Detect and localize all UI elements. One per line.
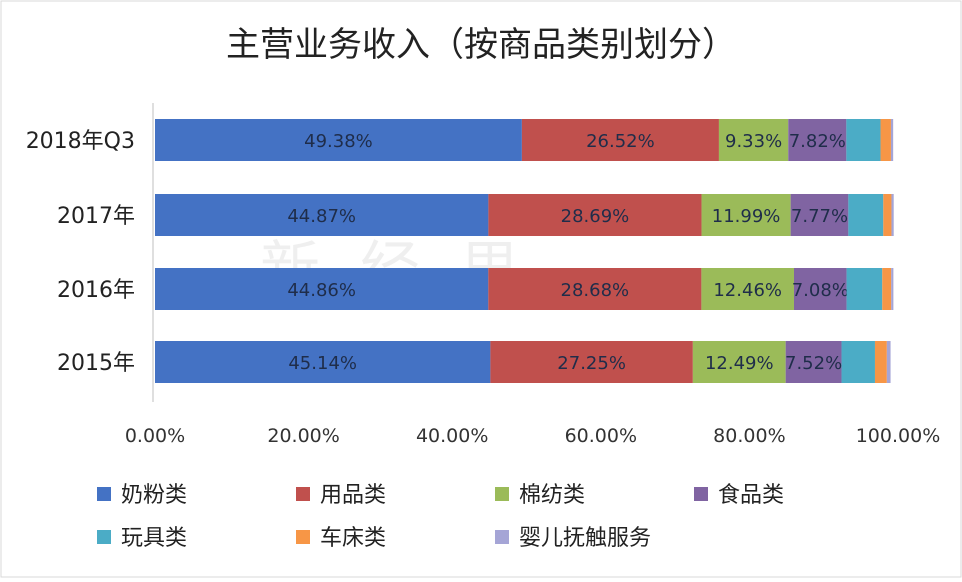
legend-swatch [495, 487, 509, 501]
legend-swatch [97, 487, 111, 501]
bar-segment [785, 341, 842, 383]
data-label: 49.38% [304, 131, 373, 152]
bar-segment [891, 194, 894, 236]
bar-segment [793, 268, 847, 310]
bar-segment [890, 119, 894, 161]
bar-segment [882, 268, 892, 310]
bar-segment [788, 119, 847, 161]
data-label: 7.08% [792, 280, 849, 301]
legend-label: 婴儿抚触服务 [519, 526, 651, 551]
bar-segment [790, 194, 849, 236]
data-label: 12.49% [705, 353, 774, 374]
data-label: 12.46% [713, 280, 782, 301]
bar-segment [880, 119, 891, 161]
data-label: 45.14% [288, 353, 357, 374]
x-tick-label: 60.00% [565, 425, 637, 447]
x-tick-label: 40.00% [416, 425, 488, 447]
bar-segment [841, 341, 875, 383]
chart-title: 主营业务收入（按商品类别划分） [226, 25, 736, 65]
legend-swatch [296, 487, 310, 501]
bar-segment [846, 268, 883, 310]
data-label: 44.86% [287, 280, 356, 301]
legend-swatch [694, 487, 708, 501]
category-label: 2015年 [57, 351, 135, 376]
x-tick-label: 0.00% [125, 425, 185, 447]
bars: 49.38% 26.52% 9.33% 7.82% 44.87% 28.69% 11.99%… [155, 119, 894, 383]
category-label: 2016年 [57, 278, 135, 303]
bar-segment [490, 341, 693, 383]
bar-segment [718, 119, 789, 161]
legend-label: 用品类 [320, 483, 386, 508]
legend-label: 玩具类 [121, 526, 187, 551]
bar-segment [701, 268, 794, 310]
bar-segment [846, 119, 881, 161]
legend-swatch [97, 530, 111, 544]
x-tick-label: 80.00% [713, 425, 785, 447]
category-labels: 2018年Q3 2017年 2016年 2015年 [26, 129, 135, 376]
bar-segment [488, 268, 702, 310]
bar-segment [874, 341, 887, 383]
bar-segment [488, 194, 702, 236]
legend-swatch [296, 530, 310, 544]
data-label: 27.25% [557, 353, 626, 374]
x-tick-labels: 0.00% 20.00% 40.00% 60.00% 80.00% 100.00% [125, 425, 940, 447]
bar-segment [155, 194, 489, 236]
legend-swatch [495, 530, 509, 544]
legend-label: 车床类 [320, 526, 386, 551]
bar-segment [155, 119, 522, 161]
bar-segment [891, 268, 894, 310]
bar-segment [883, 194, 892, 236]
bar-segment [886, 341, 891, 383]
bar-segment [155, 341, 491, 383]
legend-label: 棉纺类 [519, 483, 585, 508]
data-label: 26.52% [586, 131, 655, 152]
data-label: 7.52% [785, 353, 842, 374]
category-label: 2017年 [57, 204, 135, 229]
bar-segment [701, 194, 791, 236]
data-label: 44.87% [287, 206, 356, 227]
data-label: 28.68% [561, 280, 630, 301]
data-label: 9.33% [725, 131, 782, 152]
legend-label: 食品类 [718, 483, 784, 508]
bar-segment [521, 119, 719, 161]
legend-label: 奶粉类 [121, 483, 187, 508]
data-label: 7.82% [789, 131, 846, 152]
bar-segment [692, 341, 786, 383]
data-label: 7.77% [791, 206, 848, 227]
x-tick-label: 20.00% [267, 425, 339, 447]
data-label: 28.69% [561, 206, 630, 227]
bar-segment [848, 194, 884, 236]
x-tick-label: 100.00% [856, 425, 941, 447]
bar-segment [155, 268, 489, 310]
category-label: 2018年Q3 [26, 129, 135, 154]
data-label: 11.99% [712, 206, 781, 227]
